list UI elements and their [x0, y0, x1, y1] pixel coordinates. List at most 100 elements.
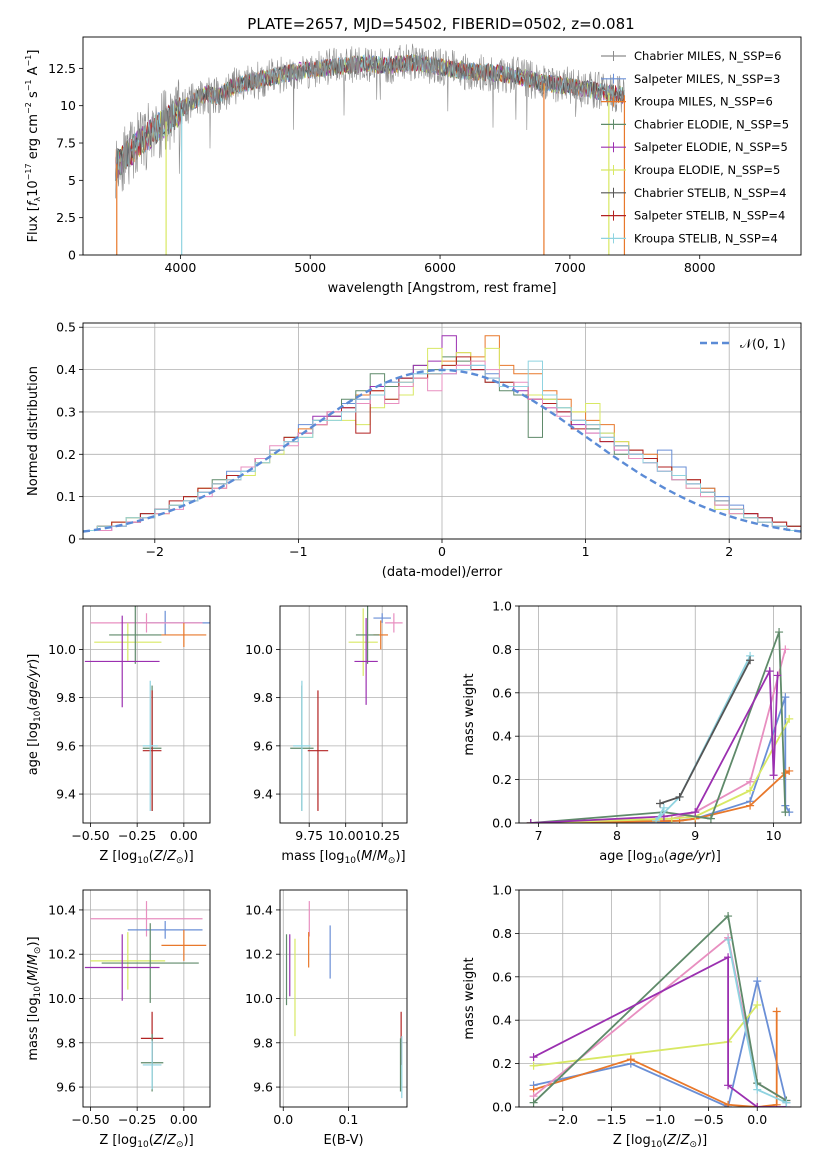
weight-line: [655, 655, 751, 822]
y-tick-label: 5: [68, 173, 76, 188]
age-weight-panel: 7 8 9 10 0.0 0.2 0.4 0.6 0.8 1.0 age [log10(age/yr…: [462, 599, 802, 866]
weight-marker: [724, 935, 733, 944]
legend-label: Chabrier MILES, N_SSP=6: [634, 49, 781, 63]
y-tick-label: 10: [60, 98, 76, 113]
spectrum-panel: 4000 5000 6000 7000 8000 0 2.5 5 7.5 10 12.5 Chabri…: [24, 36, 802, 296]
legend-label: Kroupa STELIB, N_SSP=4: [634, 231, 778, 245]
x-tick-label: 7000: [554, 260, 586, 275]
weight-marker: [529, 1098, 538, 1107]
weight-marker: [746, 801, 755, 810]
y-tick-label: 0.3: [56, 404, 76, 419]
y-axis-label: Normed distribution: [26, 366, 41, 496]
x-tick-label: 0.1: [338, 1112, 358, 1127]
x-axis-label: Z [log10(Z/Z⊙)]: [99, 849, 193, 866]
x-tick-label: 0.0: [747, 1112, 767, 1127]
weight-marker: [781, 808, 790, 817]
ebv-mass-panel: 0.0 0.1 9.6 9.8 10.0 10.2 10.4 E(B-V): [245, 889, 408, 1148]
weight-marker: [781, 693, 790, 702]
y-tick-label: 2.5: [56, 210, 76, 225]
y-tick-label: 0: [68, 532, 76, 547]
x-tick-label: 0: [438, 544, 446, 559]
x-axis-label: E(B-V): [323, 1133, 363, 1148]
weight-marker: [529, 1053, 538, 1062]
y-tick-label: 9.4: [56, 787, 76, 802]
y-tick-label: 0.2: [56, 447, 76, 462]
y-tick-label: 0.2: [492, 772, 512, 787]
weight-marker: [724, 912, 733, 921]
x-tick-label: 0.00: [170, 1112, 198, 1127]
legend-label: Chabrier ELODIE, N_SSP=5: [634, 117, 789, 131]
weight-marker: [782, 1098, 791, 1107]
x-axis-label: wavelength [Angstrom, rest frame]: [328, 281, 557, 296]
y-tick-label: 9.8: [56, 1035, 76, 1050]
weight-line: [533, 980, 788, 1107]
x-tick-label: 4000: [164, 260, 196, 275]
weight-marker: [746, 777, 755, 786]
histogram-step: [83, 360, 801, 539]
x-tick-label: 8000: [684, 260, 716, 275]
legend-label: Kroupa MILES, N_SSP=6: [634, 95, 773, 109]
legend-label: Salpeter STELIB, N_SSP=4: [634, 209, 785, 223]
weight-marker: [753, 1085, 762, 1094]
x-tick-label: −1.5: [596, 1112, 626, 1127]
x-tick-label: −2.0: [548, 1112, 578, 1127]
y-tick-label: 9.6: [253, 1080, 273, 1095]
plot-frame: [82, 36, 802, 256]
weight-marker: [746, 656, 755, 665]
weight-marker: [724, 1081, 733, 1090]
y-tick-label: 10.2: [245, 947, 273, 962]
x-tick-label: 5000: [294, 260, 326, 275]
y-tick-label: 9.8: [56, 690, 76, 705]
y-tick-label: 0.5: [56, 320, 76, 335]
y-tick-label: 1.0: [492, 883, 512, 898]
weight-marker: [652, 816, 661, 823]
weight-marker: [746, 786, 755, 795]
y-axis-label: age [log10(age/yr)]: [26, 654, 43, 776]
y-tick-label: 0: [68, 248, 76, 263]
x-tick-label: −0.5: [693, 1112, 723, 1127]
weight-marker: [753, 1103, 762, 1107]
y-tick-label: 10.0: [48, 991, 76, 1006]
plot-frame: [82, 889, 211, 1108]
z-age-panel: −0.50 −0.25 0.00 9.4 9.6 9.8 10.0 Z [log10(Z/Z⊙…: [26, 605, 211, 866]
x-tick-label: −0.50: [71, 1112, 109, 1127]
y-tick-label: 0.4: [492, 1013, 512, 1028]
x-axis-label: Z [log10(Z/Z⊙)]: [613, 1133, 707, 1150]
weight-marker: [773, 671, 782, 680]
x-tick-label: 0.0: [273, 1112, 293, 1127]
y-axis-label: Flux [fλ10−17 erg cm−2 s−1 A−1]: [24, 50, 42, 243]
y-tick-label: 0.6: [492, 969, 512, 984]
y-tick-label: 10.0: [48, 642, 76, 657]
x-tick-label: −0.50: [71, 828, 109, 843]
y-tick-label: 10.4: [48, 902, 76, 917]
x-tick-label: 1: [582, 544, 590, 559]
weight-marker: [656, 799, 664, 808]
y-tick-label: 10.0: [245, 642, 273, 657]
weight-marker: [769, 771, 778, 780]
x-tick-label: 0.00: [170, 828, 198, 843]
histogram-step: [83, 360, 801, 539]
weight-marker: [706, 814, 715, 823]
x-tick-label: 9: [691, 828, 699, 843]
y-tick-label: 0.0: [492, 1100, 512, 1115]
x-axis-label: Z [log10(Z/Z⊙)]: [99, 1133, 193, 1150]
legend-label: Chabrier STELIB, N_SSP=4: [634, 186, 786, 200]
y-tick-label: 7.5: [56, 136, 76, 151]
y-tick-label: 10.4: [245, 902, 273, 917]
x-tick-label: 9.75: [295, 828, 323, 843]
weight-marker: [626, 1055, 635, 1064]
plot-frame: [279, 889, 408, 1108]
x-tick-label: −1.0: [645, 1112, 675, 1127]
residual-histogram-panel: −2 −1 0 1 2 0 0.1 0.2 0.3 0.4 0.5 𝒩(0, 1) (data-mode…: [26, 320, 802, 580]
plot-frame: [82, 605, 211, 824]
gaussian-legend-label: 𝒩(0, 1): [740, 336, 786, 351]
y-tick-label: 9.6: [253, 738, 273, 753]
x-axis-label: (data-model)/error: [382, 565, 503, 580]
x-tick-label: 7: [535, 828, 543, 843]
weight-marker: [781, 645, 790, 654]
y-axis-label: mass weight: [462, 673, 477, 755]
y-tick-label: 0.2: [492, 1056, 512, 1071]
y-tick-label: 9.8: [253, 690, 273, 705]
spectrum-line-0: [115, 43, 625, 199]
